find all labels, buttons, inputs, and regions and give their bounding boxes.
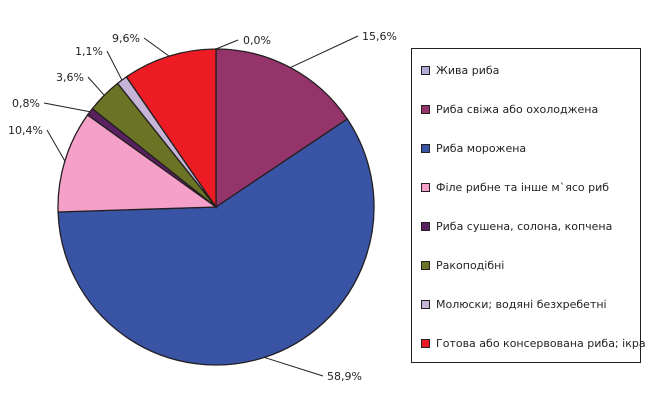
pie-chart: 0,0% 15,6% 58,9% 10,4% 0,8% 3,6% 1,1% 9,6% xyxy=(8,30,397,383)
legend-label: Молюски; водяні безхребетні xyxy=(436,298,607,311)
legend-item: Риба морожена xyxy=(421,142,526,155)
slice-2-leader xyxy=(264,356,324,377)
legend: Жива риба Риба свіжа або охолоджена Риба м… xyxy=(411,48,646,363)
legend-swatch xyxy=(421,300,430,309)
slice-3-value-label: 10,4% xyxy=(8,124,43,137)
legend-label: Ракоподібні xyxy=(436,259,505,272)
slice-7 xyxy=(125,48,217,210)
slice-1-leader xyxy=(290,35,359,69)
legend-label: Жива риба xyxy=(436,64,500,77)
legend-swatch xyxy=(421,183,430,192)
legend-swatch xyxy=(421,222,430,231)
legend-item: Риба свіжа або охолоджена xyxy=(421,103,598,116)
legend-label: Риба сушена, солона, копчена xyxy=(436,220,613,233)
legend-item: Ракоподібні xyxy=(421,259,504,272)
slice-0-leader xyxy=(215,39,239,50)
slice-7-value-label: 9,6% xyxy=(112,32,140,45)
slice-4-leader xyxy=(43,102,91,113)
slice-3 xyxy=(57,114,218,213)
legend-item: Риба сушена, солона, копчена xyxy=(421,220,612,233)
slice-6-leader xyxy=(106,50,123,81)
slice-1-value-label: 15,6% xyxy=(362,30,397,43)
legend-swatch xyxy=(421,261,430,270)
legend-swatch xyxy=(421,105,430,114)
legend-swatch xyxy=(421,339,430,348)
slice-1 xyxy=(215,48,349,209)
legend-swatch xyxy=(421,144,430,153)
legend-label: Риба свіжа або охолоджена xyxy=(436,103,599,116)
slice-7-leader xyxy=(143,37,170,57)
legend-swatch xyxy=(421,66,430,75)
legend-label: Готова або консервована риба; ікра xyxy=(436,337,646,350)
slice-5-leader xyxy=(87,76,105,96)
slice-3-leader xyxy=(46,129,66,162)
slice-5-value-label: 3,6% xyxy=(56,71,84,84)
legend-item: Жива риба xyxy=(421,64,499,77)
slice-6-value-label: 1,1% xyxy=(75,45,103,58)
legend-label: Риба морожена xyxy=(436,142,527,155)
slice-2-value-label: 58,9% xyxy=(327,370,362,383)
legend-item: Готова або консервована риба; ікра xyxy=(421,337,646,350)
legend-item: Молюски; водяні безхребетні xyxy=(421,298,607,311)
slice-0-value-label: 0,0% xyxy=(243,34,271,47)
legend-item: Філе рибне та інше м`ясо риб xyxy=(421,181,609,194)
slice-4-value-label: 0,8% xyxy=(12,97,40,110)
legend-label: Філе рибне та інше м`ясо риб xyxy=(436,181,610,194)
